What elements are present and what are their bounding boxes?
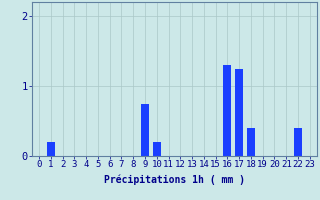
Bar (141, 104, 149, 156)
Bar (223, 65, 231, 156)
Bar (153, 142, 161, 156)
Bar (294, 128, 302, 156)
X-axis label: Précipitations 1h ( mm ): Précipitations 1h ( mm ) (104, 175, 245, 185)
Bar (47, 142, 55, 156)
Bar (247, 128, 255, 156)
Bar (235, 68, 243, 156)
